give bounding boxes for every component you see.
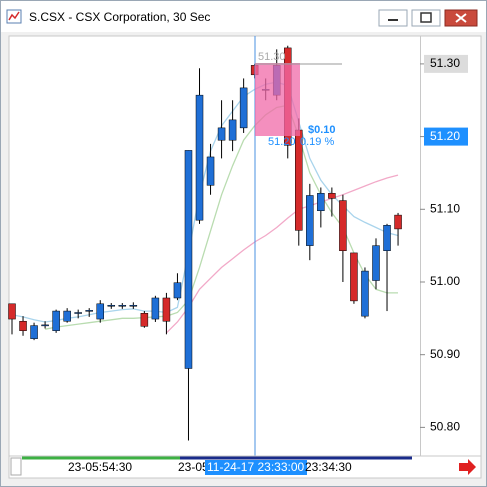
candle-body xyxy=(394,214,402,230)
candle-body xyxy=(19,320,27,331)
scroll-left[interactable] xyxy=(10,457,22,476)
maximize-glyph xyxy=(420,12,432,23)
candle-body xyxy=(162,297,171,322)
candle-body xyxy=(52,310,60,331)
candle-body xyxy=(151,297,160,320)
time-label-highlight xyxy=(205,460,307,475)
candle-body xyxy=(306,195,314,246)
candle-body xyxy=(184,150,193,369)
candle-body xyxy=(350,252,358,302)
candle-body xyxy=(85,310,93,312)
scroll-right-arrow[interactable] xyxy=(459,459,476,475)
candle-body xyxy=(107,304,116,307)
ruler-percent: 0.19 % xyxy=(300,136,334,148)
app-icon-glyph xyxy=(8,11,20,21)
y-tick-highlight xyxy=(424,127,468,146)
candle-body xyxy=(339,200,347,251)
candle-body xyxy=(239,87,248,129)
candle-body xyxy=(217,127,226,141)
candle-body xyxy=(30,325,38,339)
time-label: 23:34:30 xyxy=(305,460,352,474)
y-tick-label: 51.30 xyxy=(430,56,460,70)
window-title: S.CSX - CSX Corporation, 30 Sec xyxy=(29,10,210,24)
candle-body xyxy=(118,304,127,307)
maximize-button[interactable] xyxy=(411,9,441,27)
ruler-change: $0.10 xyxy=(308,124,336,136)
candle-body xyxy=(74,312,82,314)
ruler-bottom: 51.20 xyxy=(268,136,296,148)
candle-body xyxy=(328,193,336,199)
close-glyph xyxy=(455,13,467,23)
y-tick-highlight xyxy=(424,54,468,73)
candle-body xyxy=(129,304,138,307)
y-tick-label: 50.90 xyxy=(430,347,460,361)
candle-body xyxy=(361,270,369,317)
ruler-box xyxy=(255,63,300,136)
candle-body xyxy=(228,119,237,141)
candle-body xyxy=(8,303,16,320)
moving-average xyxy=(165,174,399,334)
time-label: 23-05:54:30 xyxy=(68,460,132,474)
y-tick-label: 51.20 xyxy=(430,129,460,143)
candle-body xyxy=(195,94,204,221)
candle-body xyxy=(317,193,325,211)
y-tick-label: 51.00 xyxy=(430,274,460,288)
candle-body xyxy=(63,310,71,322)
time-label: 23-05 xyxy=(178,460,209,474)
ruler-top: 51.30 xyxy=(258,51,286,63)
candle-body xyxy=(372,245,380,281)
minimize-button[interactable] xyxy=(378,9,408,27)
y-tick-label: 50.80 xyxy=(430,420,460,434)
candle-body xyxy=(173,282,182,299)
candle-body xyxy=(41,324,49,327)
candle-body xyxy=(96,303,104,320)
time-label: 11-24-17 23:33:00 xyxy=(207,460,305,474)
candle-body xyxy=(140,312,149,327)
candle-body xyxy=(206,156,215,186)
y-tick-label: 51.10 xyxy=(430,201,460,215)
candle-body xyxy=(383,225,391,251)
